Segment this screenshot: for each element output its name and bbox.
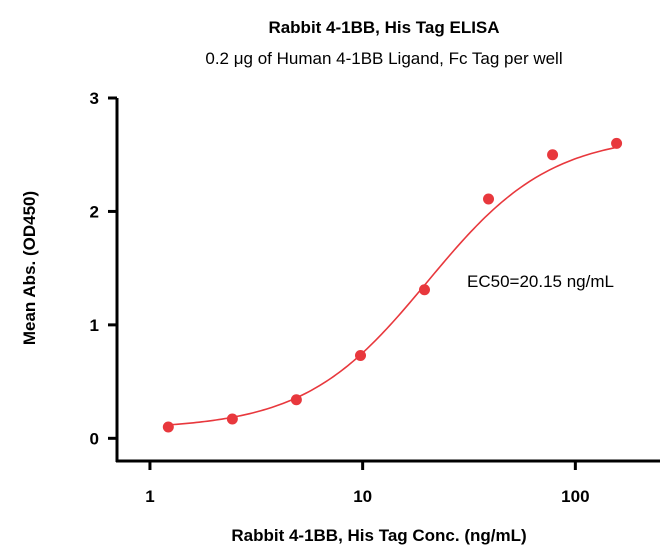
x-tick-label: 1 — [145, 487, 154, 506]
x-axis-label: Rabbit 4-1BB, His Tag Conc. (ng/mL) — [231, 526, 526, 545]
x-tick-label: 10 — [353, 487, 372, 506]
fit-curve — [168, 146, 617, 426]
plot-area: 0 1 2 3 1 10 100 — [90, 89, 660, 506]
ec50-annotation: EC50=20.15 ng/mL — [467, 272, 614, 291]
chart-title: Rabbit 4-1BB, His Tag ELISA — [268, 18, 499, 37]
data-point — [355, 350, 367, 362]
x-tick-label: 100 — [561, 487, 589, 506]
data-point — [483, 193, 495, 205]
y-tick-label: 0 — [90, 429, 99, 448]
y-axis-label: Mean Abs. (OD450) — [20, 191, 39, 345]
data-point — [611, 137, 623, 149]
y-tick-label: 1 — [90, 316, 99, 335]
data-point — [418, 284, 430, 296]
chart-subtitle: 0.2 μg of Human 4-1BB Ligand, Fc Tag per… — [205, 49, 562, 68]
y-tick-label: 2 — [90, 202, 99, 221]
y-tick-label: 3 — [90, 89, 99, 108]
data-point — [162, 421, 174, 433]
data-point — [226, 413, 238, 425]
data-point — [290, 394, 302, 406]
data-point — [547, 149, 559, 161]
